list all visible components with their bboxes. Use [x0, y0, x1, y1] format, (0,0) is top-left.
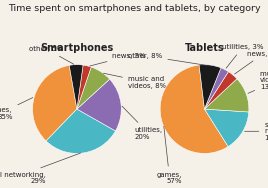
- Title: Smartphones: Smartphones: [40, 43, 114, 53]
- Wedge shape: [46, 109, 116, 153]
- Wedge shape: [77, 67, 110, 109]
- Text: other, 8%: other, 8%: [128, 53, 207, 65]
- Text: utilities,
20%: utilities, 20%: [122, 106, 163, 140]
- Wedge shape: [204, 68, 228, 109]
- Wedge shape: [204, 79, 249, 112]
- Text: other, 5%: other, 5%: [29, 46, 74, 64]
- Text: games,
57%: games, 57%: [157, 126, 182, 184]
- Text: social
networking,
15%: social networking, 15%: [245, 122, 268, 141]
- Text: games,
35%: games, 35%: [0, 98, 33, 120]
- Text: music and
videos,
13%: music and videos, 13%: [248, 71, 268, 93]
- Wedge shape: [199, 65, 221, 109]
- Title: Tablets: Tablets: [185, 43, 224, 53]
- Text: news, 4%: news, 4%: [234, 51, 268, 74]
- Text: Time spent on smartphones and tablets, by category: Time spent on smartphones and tablets, b…: [8, 4, 261, 13]
- Wedge shape: [77, 65, 91, 109]
- Wedge shape: [204, 72, 237, 109]
- Wedge shape: [160, 65, 228, 153]
- Text: news, 3%: news, 3%: [90, 53, 146, 66]
- Text: social networking,
29%: social networking, 29%: [0, 153, 80, 184]
- Text: utilities, 3%: utilities, 3%: [222, 44, 264, 68]
- Wedge shape: [204, 109, 249, 147]
- Text: music and
videos, 8%: music and videos, 8%: [103, 73, 166, 89]
- Wedge shape: [32, 65, 77, 141]
- Wedge shape: [69, 65, 83, 109]
- Wedge shape: [77, 79, 121, 131]
